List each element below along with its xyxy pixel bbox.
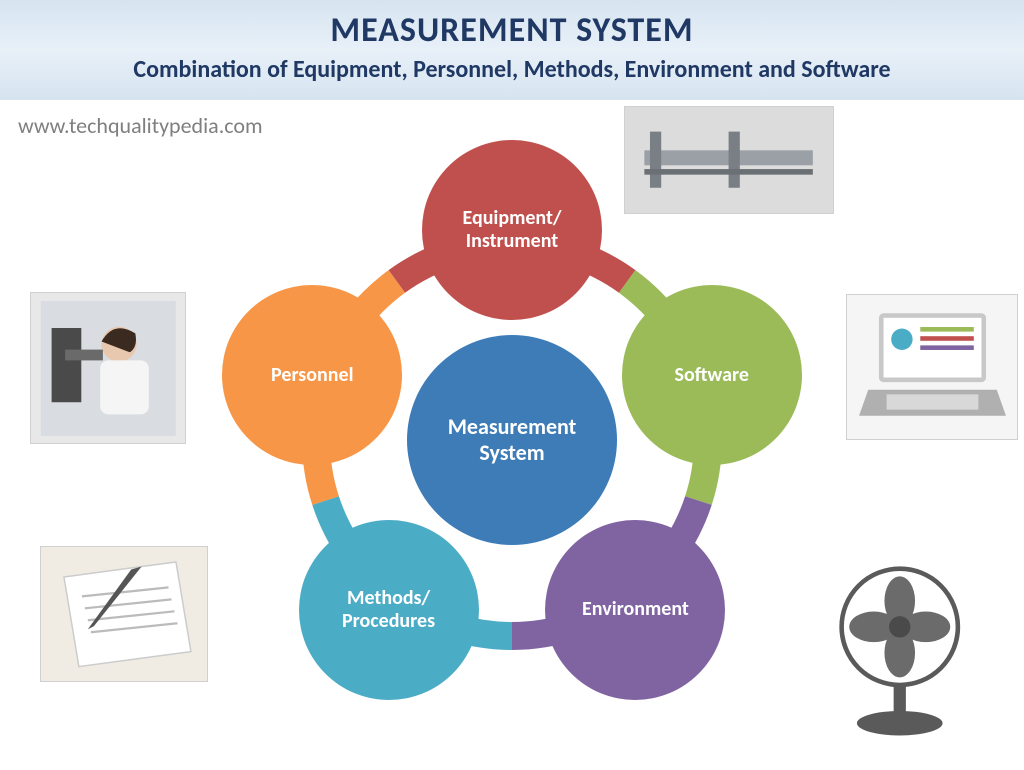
node-personnel: Personnel — [222, 285, 402, 465]
node-label: Methods/Procedures — [342, 587, 435, 633]
header-banner: MEASUREMENT SYSTEM Combination of Equipm… — [0, 0, 1024, 100]
page-subtitle: Combination of Equipment, Personnel, Met… — [0, 55, 1024, 84]
center-hub: MeasurementSystem — [407, 335, 617, 545]
node-software: Software — [622, 285, 802, 465]
node-label: Personnel — [271, 364, 353, 387]
node-label: Equipment/Instrument — [463, 207, 562, 253]
node-methods: Methods/Procedures — [299, 520, 479, 700]
operator-image — [30, 292, 186, 444]
page-title: MEASUREMENT SYSTEM — [0, 10, 1024, 51]
paper-image — [40, 546, 208, 682]
node-label: Software — [675, 364, 749, 387]
fan-image — [812, 548, 987, 752]
node-environment: Environment — [545, 520, 725, 700]
center-label: MeasurementSystem — [448, 414, 577, 467]
caliper-image — [624, 106, 834, 214]
node-label: Environment — [582, 598, 689, 621]
laptop-image — [846, 294, 1018, 440]
node-equipment: Equipment/Instrument — [422, 140, 602, 320]
measurement-system-diagram: MeasurementSystem Equipment/Instrument So… — [0, 110, 1024, 770]
